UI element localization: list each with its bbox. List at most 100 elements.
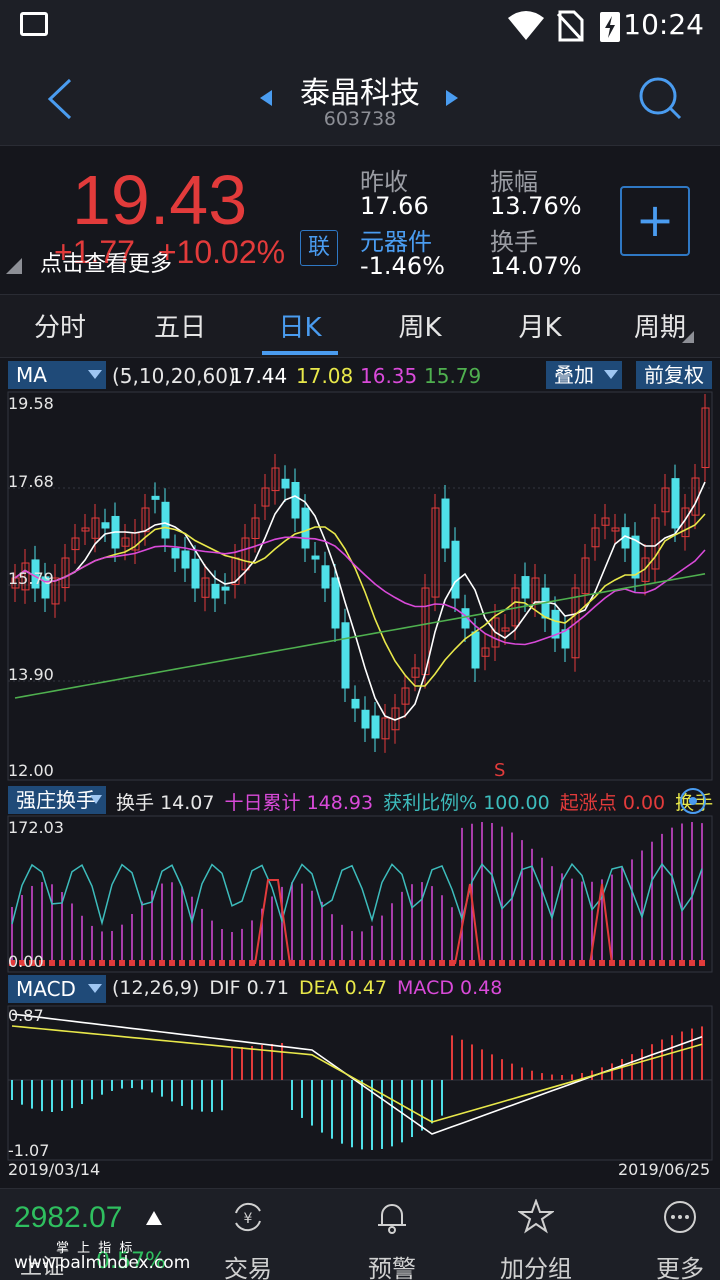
candle-body [21,562,30,591]
candle-body [221,586,230,591]
nav-add-group[interactable]: 加分组 [466,1189,606,1280]
turnover-dot [149,960,155,966]
turnover-dot [159,960,165,966]
period-tabs: 分时 五日 日K 周K 月K 周期 [0,294,720,358]
ma-selector-label: MA [16,363,47,387]
tab-intraday[interactable]: 分时 [33,313,86,343]
nav-more[interactable]: 更多 [610,1189,720,1280]
candle-body [141,507,150,533]
nav-more-label: 更多 [656,1255,704,1280]
clock: 10:24 [623,8,704,41]
turnover-dot [259,960,265,966]
turnover-dot [619,960,625,966]
turnover-dot [639,960,645,966]
turnover-dot [499,960,505,966]
turnover-dot [399,960,405,966]
ma-selector[interactable]: MA [8,361,106,389]
candle-body [501,627,510,632]
candle-body [631,535,640,579]
next-stock-icon[interactable] [444,88,460,108]
dif-value: 0.71 [246,977,289,999]
turnover-dot [369,960,375,966]
turnover-dot [179,960,185,966]
turnover-dot [99,960,105,966]
turnover-dot [569,960,575,966]
turnover-selector[interactable]: 强庄换手 [8,786,106,814]
candle-body [251,517,260,539]
ten-day-value: 148.93 [306,792,374,814]
tab-monthly-k[interactable]: 月K [518,313,562,343]
candle-body [51,577,60,605]
candle-body [671,478,680,529]
nav-alert[interactable]: 预警 [322,1189,462,1280]
ma5-value: 17.44 [230,364,288,388]
corner-triangle-icon [6,258,22,274]
index-name: 上证 [20,1255,65,1280]
rise-label: 起涨点 [559,792,617,814]
turnover-chart[interactable] [0,814,720,974]
overlay-label: 叠加 [554,363,594,387]
dea-value: 0.47 [344,977,387,999]
adjust-button[interactable]: 前复权 [636,361,712,389]
dea-label: DEA [298,977,339,999]
add-watchlist-button[interactable]: + [620,186,690,256]
turnover-dot [199,960,205,966]
dif-label: DIF [209,977,241,999]
candle-body [331,577,340,629]
prev-stock-icon[interactable] [258,88,274,108]
macd-selector[interactable]: MACD [8,975,106,1003]
trade-icon: ¥ [235,1202,261,1232]
tab-period[interactable]: 周期 [633,313,686,343]
turnover-peaks [254,879,613,965]
ma-dropdown-icon [88,370,102,379]
settings-icon[interactable] [678,786,708,816]
ma10-value: 17.08 [296,364,354,388]
tap-more-link[interactable]: 点击查看更多 [40,252,173,277]
candle-body [521,576,530,599]
candle-body [471,631,480,669]
y-axis-max: 19.58 [8,394,54,413]
quote-panel: 19.43 +1.77 +10.02% 点击查看更多 联 昨收 17.66 元器… [0,146,720,294]
turnover-dot [649,960,655,966]
index-ticker[interactable]: 2982.07 上证 0.57% 掌 上 指 标 www.palmindex.c… [0,1189,190,1280]
tab-five-day[interactable]: 五日 [153,313,206,343]
turnover-line [11,862,703,926]
linked-button[interactable]: 联 [300,230,338,266]
turnover-dot [189,960,195,966]
candle-body [371,715,380,739]
change-amount: +1.77 [54,234,135,270]
arrow-up-icon [146,1211,162,1225]
stock-code: 603738 [323,108,397,130]
turnover-label: 换手 [490,228,538,256]
sector-change: -1.46% [360,252,445,280]
ma-line-60 [14,573,706,699]
candle-body [431,507,440,598]
turnover-dot [599,960,605,966]
turnover-dot [409,960,415,966]
ma-params: (5,10,20,60) [112,364,236,388]
search-icon[interactable] [636,74,684,122]
candle-body [81,527,90,532]
turnover-dot [389,960,395,966]
turnover-dot [229,960,235,966]
tab-daily-k[interactable]: 日K [278,313,322,343]
back-icon[interactable] [44,76,74,122]
candle-body [71,537,80,551]
bottom-nav: 2982.07 上证 0.57% 掌 上 指 标 www.palmindex.c… [0,1188,720,1280]
tab-weekly-k[interactable]: 周K [398,313,442,343]
nav-trade[interactable]: ¥ 交易 [178,1189,318,1280]
sector-label[interactable]: 元器件 [360,228,432,256]
turnover-dot [549,960,555,966]
macd-selector-label: MACD [16,977,76,1001]
candle-body [401,687,410,705]
turnover-dot [19,960,25,966]
turnover-bars [9,822,705,966]
candle-body [451,540,460,599]
turnover-dot [69,960,75,966]
candle-body [261,487,270,507]
index-value: 2982.07 [14,1201,123,1234]
kline-chart[interactable] [0,388,720,782]
macd-chart[interactable] [0,1004,720,1162]
macd-bars [11,1013,703,1150]
turnover-dot [79,960,85,966]
